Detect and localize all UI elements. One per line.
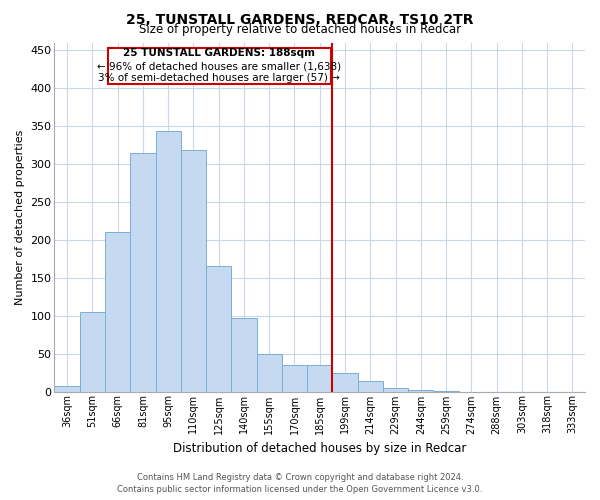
Bar (358, 381, 383, 392)
Text: 25 TUNSTALL GARDENS: 188sqm: 25 TUNSTALL GARDENS: 188sqm (124, 48, 316, 58)
Text: ← 96% of detached houses are smaller (1,638): ← 96% of detached houses are smaller (1,… (97, 61, 341, 71)
FancyBboxPatch shape (107, 48, 331, 84)
Bar (408, 390, 433, 392)
Bar (206, 266, 232, 392)
Bar (282, 365, 307, 392)
Bar (80, 312, 105, 392)
Text: Contains HM Land Registry data © Crown copyright and database right 2024.
Contai: Contains HM Land Registry data © Crown c… (118, 472, 482, 494)
Bar (55, 386, 80, 392)
Text: 3% of semi-detached houses are larger (57) →: 3% of semi-detached houses are larger (5… (98, 73, 340, 83)
Bar (332, 372, 358, 392)
Bar (307, 365, 332, 392)
Bar (257, 354, 282, 392)
Bar (433, 391, 458, 392)
Y-axis label: Number of detached properties: Number of detached properties (15, 130, 25, 304)
Text: 25, TUNSTALL GARDENS, REDCAR, TS10 2TR: 25, TUNSTALL GARDENS, REDCAR, TS10 2TR (126, 12, 474, 26)
X-axis label: Distribution of detached houses by size in Redcar: Distribution of detached houses by size … (173, 442, 466, 455)
Title: 25, TUNSTALL GARDENS, REDCAR, TS10 2TR
Size of property relative to detached hou: 25, TUNSTALL GARDENS, REDCAR, TS10 2TR S… (0, 499, 1, 500)
Bar (383, 388, 408, 392)
Bar (105, 232, 130, 392)
Bar (130, 154, 155, 392)
Text: Size of property relative to detached houses in Redcar: Size of property relative to detached ho… (139, 22, 461, 36)
Bar (232, 318, 257, 392)
Bar (181, 150, 206, 392)
Bar (155, 132, 181, 392)
